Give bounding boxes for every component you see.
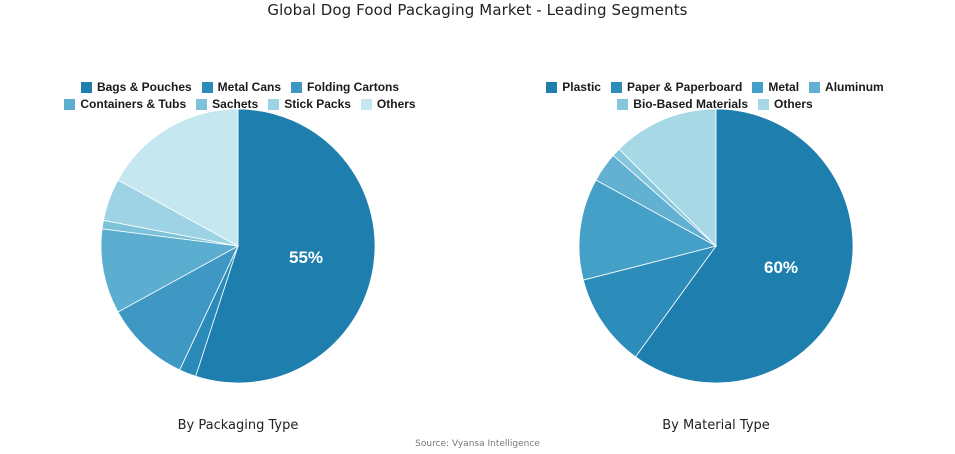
legend-swatch (752, 81, 764, 93)
legend-item-bags-and-pouches: Bags & Pouches (80, 80, 192, 94)
legend-label: Paper & Paperboard (626, 80, 743, 94)
legend-item-others: Others (360, 97, 416, 111)
legend-swatch (64, 98, 76, 110)
subtitle-packaging: By Packaging Type (177, 418, 299, 433)
pie-slice-plastic (634, 108, 854, 384)
legend-item-stick-packs: Stick Packs (268, 97, 351, 111)
legend-packaging: Bags & Pouches Metal Cans Folding Cartons C… (20, 80, 460, 111)
legend-label: Containers & Tubs (80, 97, 187, 111)
legend-label: Others (376, 97, 416, 111)
legend-label: Bio-Based Materials (633, 97, 748, 111)
pie-slice-metal (578, 179, 718, 281)
legend-item-metal: Metal (752, 80, 799, 94)
legend-label: Aluminum (825, 80, 884, 94)
legend-swatch (546, 81, 558, 93)
legend-label: Plastic (562, 80, 601, 94)
legend-item-sachets: Sachets (196, 97, 258, 111)
legend-label: Bags & Pouches (96, 80, 192, 94)
legend-swatch (201, 81, 213, 93)
pie-center-label: 55% (289, 248, 323, 267)
legend-swatch (617, 98, 629, 110)
pie-slice-bags-and-pouches (195, 108, 376, 384)
chart-title: Global Dog Food Packaging Market - Leadi… (267, 1, 688, 19)
legend-swatch (80, 81, 92, 93)
legend-swatch (196, 98, 208, 110)
legend-item-plastic: Plastic (546, 80, 601, 94)
legend-item-aluminum: Aluminum (809, 80, 884, 94)
legend-label: Others (774, 97, 813, 111)
legend-label: Metal Cans (217, 80, 282, 94)
legend-swatch (360, 98, 372, 110)
pie-0: 55% (100, 108, 376, 384)
legend-swatch (758, 98, 769, 110)
legend-material: Plastic Paper & Paperboard Metal Aluminum Bi… (490, 80, 940, 111)
pie-slice-others (618, 108, 717, 247)
legend-swatch (291, 81, 303, 93)
legend-item-metal-cans: Metal Cans (201, 80, 282, 94)
legend-label: Folding Cartons (307, 80, 400, 94)
legend-item-containers-and-tubs: Containers & Tubs (64, 97, 186, 111)
legend-item-bio-based-materials: Bio-Based Materials (617, 97, 748, 111)
pie-slice-containers-and-tubs (100, 228, 240, 313)
pie-1: 60% (578, 108, 854, 384)
legend-label: Stick Packs (284, 97, 351, 111)
pie-slice-paper-and-paperboard (582, 245, 717, 358)
legend-item-paper-and-paperboard: Paper & Paperboard (610, 80, 743, 94)
legend-swatch (268, 98, 280, 110)
pie-slice-others (117, 108, 239, 247)
pie-slice-folding-cartons (117, 245, 239, 371)
legend-swatch (610, 81, 622, 93)
legend-item-others: Others (758, 97, 813, 111)
pie-center-label: 60% (764, 258, 798, 277)
subtitle-material: By Material Type (662, 418, 770, 433)
legend-label: Metal (768, 80, 800, 94)
source-note: Source: Vyansa Intelligence (415, 439, 540, 449)
legend-item-folding-cartons: Folding Cartons (291, 80, 399, 94)
legend-label: Sachets (212, 97, 259, 111)
legend-swatch (809, 81, 821, 93)
